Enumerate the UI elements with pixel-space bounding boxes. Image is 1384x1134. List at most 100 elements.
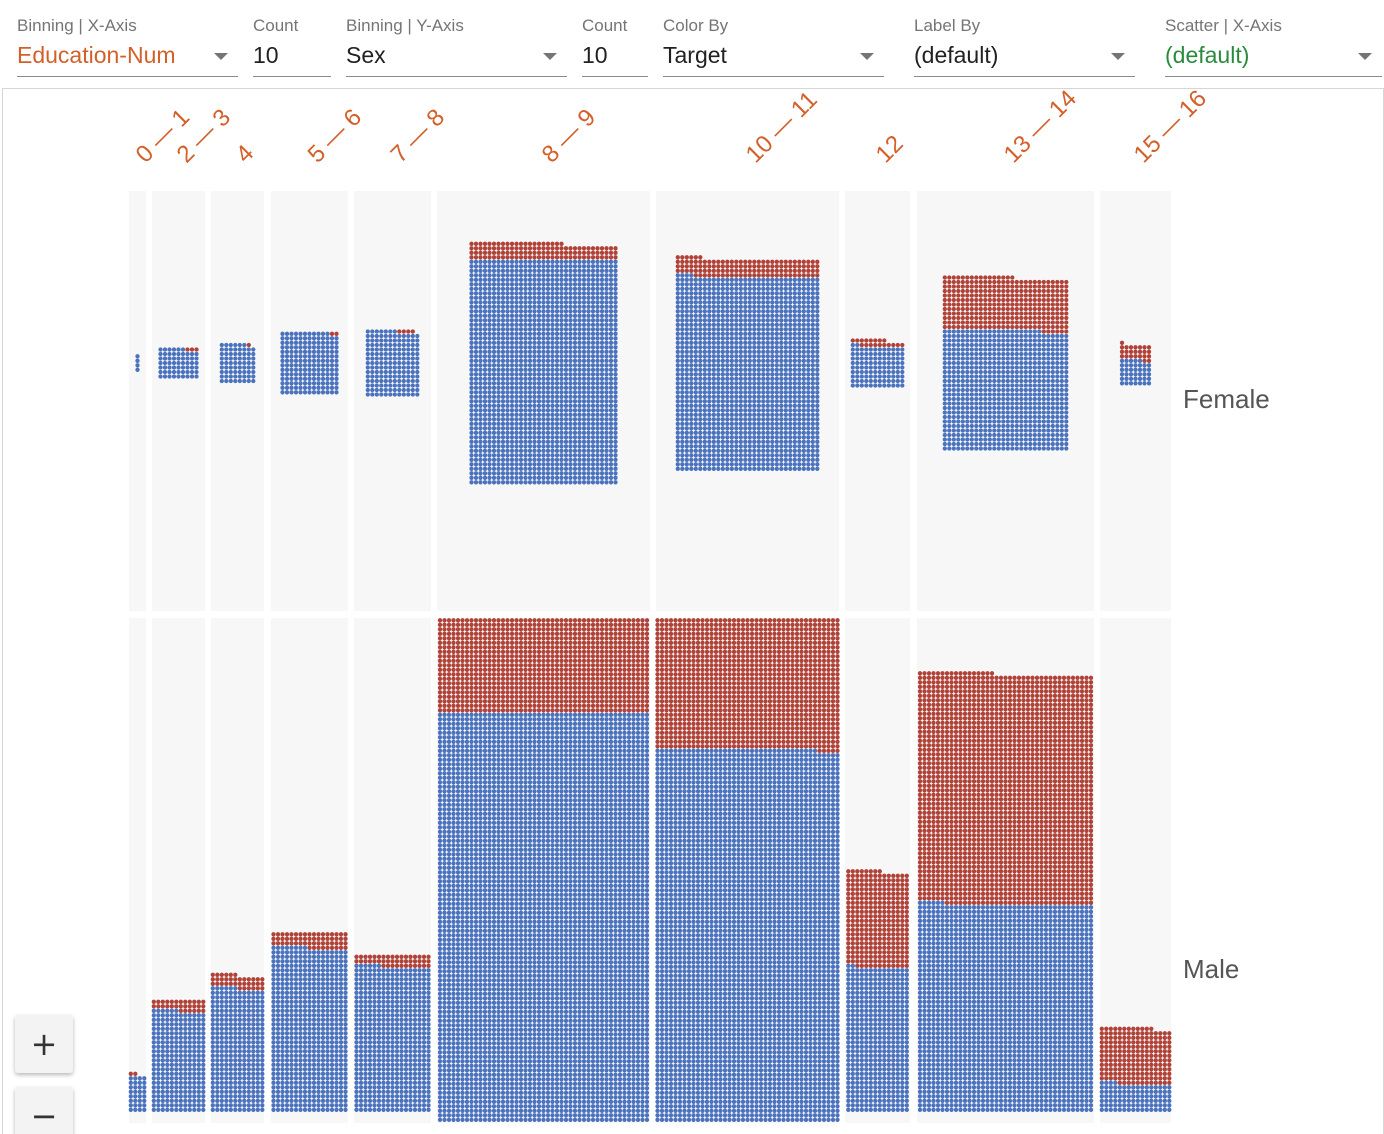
data-point	[806, 372, 811, 377]
data-point	[532, 309, 537, 314]
data-point	[604, 327, 609, 332]
data-point	[550, 286, 555, 291]
data-point	[568, 250, 573, 255]
data-point	[194, 374, 199, 379]
data-point	[482, 246, 488, 251]
data-point	[774, 327, 779, 332]
data-point	[761, 448, 766, 453]
data-point	[523, 435, 528, 440]
color-by-select[interactable]: Color By Target	[663, 14, 884, 77]
data-point	[792, 313, 797, 318]
data-point	[806, 363, 811, 368]
data-point	[711, 327, 716, 332]
data-point	[969, 396, 974, 402]
data-point	[702, 304, 707, 309]
data-point	[743, 318, 748, 323]
data-point	[586, 340, 591, 345]
data-point	[599, 277, 605, 282]
data-point	[716, 426, 721, 431]
data-point	[895, 342, 900, 348]
data-point	[806, 336, 811, 341]
data-point	[810, 358, 815, 363]
data-point	[774, 313, 779, 318]
data-point	[743, 453, 748, 458]
count-y-input[interactable]: Count 10	[582, 14, 648, 77]
binning-y-select[interactable]: Binning | Y-Axis Sex	[346, 14, 567, 77]
data-point	[801, 304, 806, 309]
data-point	[563, 448, 569, 453]
data-point	[1014, 428, 1019, 433]
data-point	[815, 327, 820, 332]
data-point	[487, 453, 492, 458]
data-point	[951, 405, 956, 411]
data-point	[185, 356, 190, 361]
data-point	[716, 363, 721, 368]
data-point	[599, 246, 605, 251]
data-point	[1059, 293, 1064, 298]
data-point	[500, 448, 506, 453]
data-point	[554, 435, 560, 440]
data-point	[514, 300, 519, 305]
data-point	[1055, 329, 1060, 334]
data-point	[505, 471, 510, 476]
data-point	[563, 322, 569, 327]
data-point	[815, 358, 820, 363]
data-point	[765, 259, 770, 264]
data-point	[478, 466, 483, 471]
data-point	[491, 471, 497, 476]
data-point	[406, 360, 411, 366]
data-point	[280, 381, 285, 386]
data-point	[410, 329, 415, 334]
data-point	[514, 453, 519, 458]
data-point	[604, 246, 609, 251]
data-point	[505, 435, 510, 440]
data-point	[698, 331, 703, 336]
data-point	[194, 360, 199, 366]
data-point	[482, 349, 488, 354]
data-point	[487, 367, 492, 372]
data-point	[401, 338, 406, 343]
data-point	[707, 381, 712, 386]
data-point	[1001, 432, 1006, 438]
data-point	[487, 381, 492, 386]
data-point	[1014, 329, 1019, 334]
data-point	[599, 453, 605, 458]
scatter-x-select[interactable]: Scatter | X-Axis (default)	[1165, 14, 1382, 77]
data-point	[487, 363, 492, 368]
data-point	[996, 392, 1001, 397]
data-point	[608, 426, 614, 431]
data-point	[176, 374, 181, 379]
data-point	[815, 363, 820, 368]
data-point	[992, 428, 997, 433]
data-point	[738, 448, 743, 453]
data-point	[702, 417, 707, 422]
data-point	[738, 336, 743, 341]
data-point	[996, 347, 1001, 352]
data-point	[469, 264, 474, 269]
data-point	[1010, 311, 1015, 316]
data-point	[595, 363, 600, 368]
count-x-input[interactable]: Count 10	[253, 14, 331, 77]
data-point	[550, 417, 555, 422]
data-point	[590, 394, 596, 399]
data-point	[536, 390, 542, 395]
data-point	[563, 417, 569, 422]
data-point	[725, 282, 730, 287]
data-point	[545, 412, 551, 417]
data-point	[482, 372, 488, 377]
data-point	[779, 376, 784, 381]
data-point	[1005, 329, 1010, 334]
data-point	[956, 374, 961, 379]
binning-x-select[interactable]: Binning | X-Axis Education-Num	[17, 14, 238, 77]
data-point	[947, 423, 952, 429]
data-point	[604, 255, 609, 260]
label-by-select[interactable]: Label By (default)	[914, 14, 1135, 77]
data-point	[1005, 338, 1010, 343]
data-point	[859, 347, 864, 352]
data-point	[1046, 419, 1051, 424]
data-point	[563, 453, 569, 458]
data-point	[518, 273, 524, 278]
data-point	[563, 457, 569, 462]
